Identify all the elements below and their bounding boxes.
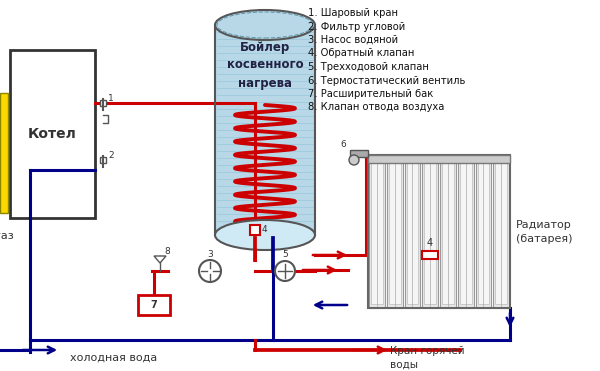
Polygon shape (154, 256, 166, 263)
Text: 3. Насос водяной: 3. Насос водяной (308, 35, 398, 45)
Text: 6. Термостатический вентиль: 6. Термостатический вентиль (308, 76, 466, 85)
Text: Котел: Котел (28, 127, 77, 141)
Bar (350, 150, 368, 157)
Bar (368, 155, 510, 308)
Text: 5: 5 (282, 250, 288, 259)
Bar (422, 251, 438, 259)
Circle shape (349, 155, 359, 165)
Bar (250, 225, 260, 235)
Text: 4: 4 (427, 238, 433, 248)
Text: Бойлер
косвенного
нагрева: Бойлер косвенного нагрева (227, 40, 304, 89)
Ellipse shape (215, 10, 315, 40)
Bar (422, 155, 438, 308)
Text: 6: 6 (340, 140, 346, 149)
Bar (387, 155, 403, 308)
Bar (407, 159, 418, 304)
Bar (138, 295, 170, 315)
Bar (100, 157, 106, 163)
Ellipse shape (215, 220, 315, 250)
Text: холодная вода: холодная вода (70, 353, 157, 363)
Text: 4. Обратный клапан: 4. Обратный клапан (308, 49, 415, 59)
Text: 7: 7 (151, 300, 157, 310)
Bar (458, 155, 473, 308)
Circle shape (275, 261, 295, 281)
Text: 8: 8 (164, 247, 170, 256)
Text: 1: 1 (108, 94, 114, 103)
Bar (369, 155, 385, 308)
Bar (404, 155, 420, 308)
Circle shape (199, 260, 221, 282)
Bar (478, 159, 489, 304)
Bar (460, 159, 472, 304)
Bar (476, 155, 491, 308)
Bar (424, 159, 436, 304)
Text: 8. Клапан отвода воздуха: 8. Клапан отвода воздуха (308, 102, 445, 112)
Text: Кран горячей
воды: Кран горячей воды (390, 347, 464, 370)
Bar (215, 25, 315, 235)
Text: 4: 4 (262, 226, 268, 234)
Bar (389, 159, 401, 304)
Text: газ: газ (0, 231, 13, 241)
Bar (100, 100, 106, 106)
Text: 2. Фильтр угловой: 2. Фильтр угловой (308, 22, 405, 32)
Bar (495, 159, 507, 304)
Text: 5. Трехходовой клапан: 5. Трехходовой клапан (308, 62, 429, 72)
Bar (0, 93, 8, 213)
Bar (368, 155, 510, 163)
Text: 1. Шаровый кран: 1. Шаровый кран (308, 8, 398, 18)
Text: 7. Расширительный бак: 7. Расширительный бак (308, 89, 433, 99)
Bar (440, 155, 456, 308)
Bar (371, 159, 383, 304)
Bar (493, 155, 509, 308)
Text: 2: 2 (108, 151, 113, 160)
Bar (442, 159, 454, 304)
Text: 3: 3 (207, 250, 213, 259)
Bar (10, 50, 95, 218)
Text: Радиатор
(батарея): Радиатор (батарея) (516, 220, 572, 243)
